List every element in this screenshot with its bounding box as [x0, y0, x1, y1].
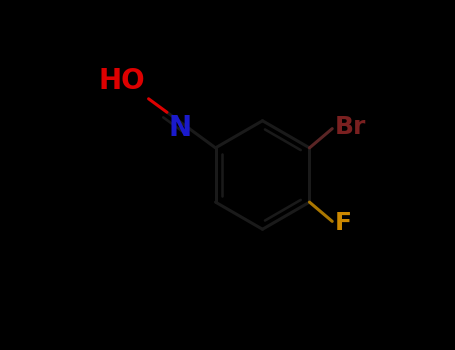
Text: Br: Br	[335, 115, 366, 139]
Text: F: F	[335, 211, 352, 235]
Text: N: N	[169, 114, 192, 142]
Text: HO: HO	[98, 66, 145, 94]
